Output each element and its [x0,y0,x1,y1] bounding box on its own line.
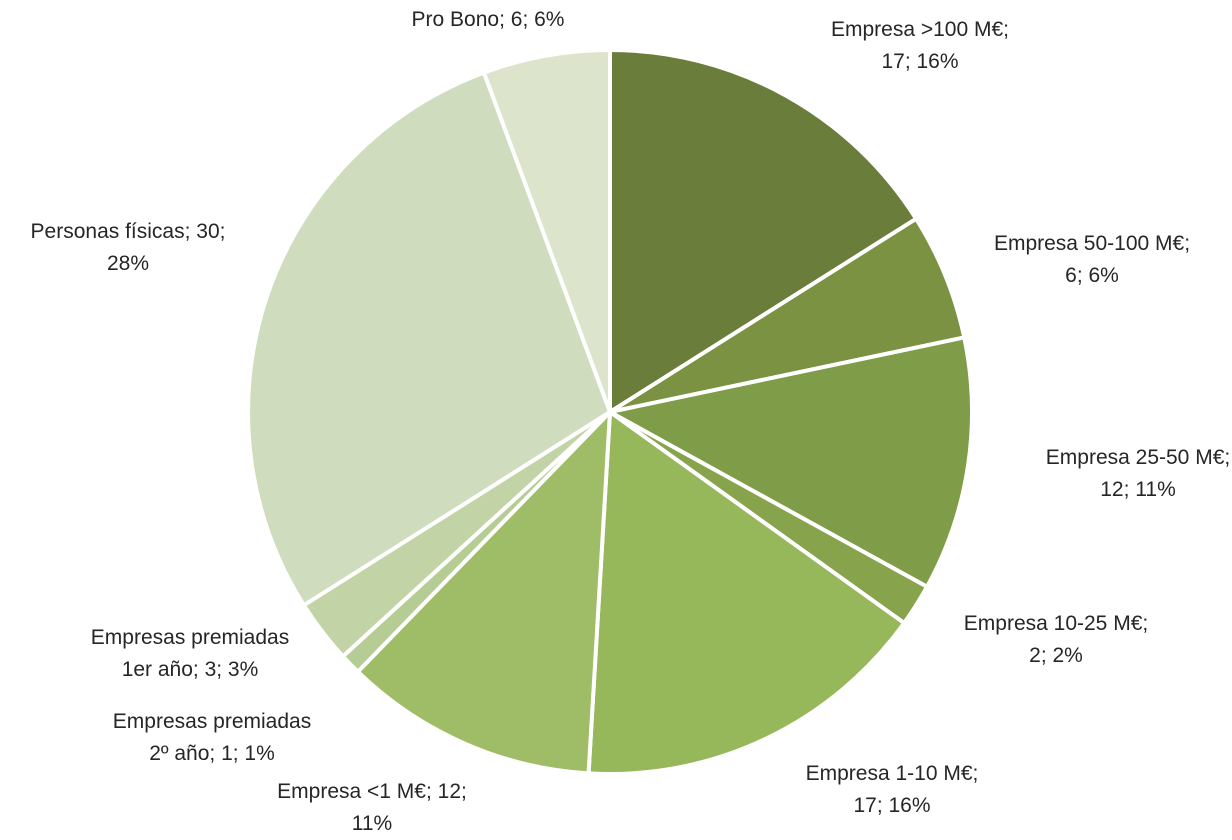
data-label-line: 11% [351,812,393,835]
data-label-2: Empresa 25-50 M€; 12; 11% [1046,442,1230,506]
data-label-line: 2; 2% [1029,644,1083,667]
pie-slice-2 [608,335,975,589]
data-label-line: Empresa >100 M€; [830,18,1010,41]
data-label-line: Empresa 50-100 M€; [993,232,1191,255]
data-label-line: 17; 16% [853,794,931,817]
pie-slices [245,48,975,776]
data-label-line: 17; 16% [881,50,959,73]
data-label-line: 12; 11% [1100,478,1176,501]
pie-slice-8 [245,70,612,608]
data-label-line: Pro Bono; 6; 6% [411,8,565,31]
data-label-line: 28% [106,252,150,275]
data-label-9: Pro Bono; 6; 6% [412,4,565,36]
data-label-3: Empresa 10-25 M€; 2; 2% [964,608,1148,672]
data-label-1: Empresa 50-100 M€; 6; 6% [994,228,1190,292]
data-label-line: 6; 6% [1065,264,1119,287]
data-label-6: Empresas premiadas 2º año; 1; 1% [113,706,311,770]
data-label-8: Personas físicas; 30; 28% [31,216,226,280]
data-label-line: Empresas premiadas [90,626,290,649]
data-label-line: Personas físicas; 30; [30,220,226,243]
data-label-line: Empresa 10-25 M€; [963,612,1149,635]
data-label-4: Empresa 1-10 M€; 17; 16% [806,758,979,822]
data-label-line: Empresas premiadas [112,710,312,733]
pie-slice-0 [608,48,919,414]
data-label-line: Empresa 25-50 M€; [1045,446,1231,469]
data-label-5: Empresa <1 M€; 12; 11% [277,776,467,840]
pie-slice-9 [481,48,612,414]
data-label-line: Empresa <1 M€; 12; [277,780,467,803]
pie-slice-1 [608,216,967,414]
data-label-line: 1er año; 3; 3% [121,658,259,681]
pie-slice-5 [355,410,612,776]
data-label-7: Empresas premiadas 1er año; 3; 3% [91,622,289,686]
data-label-line: 2º año; 1; 1% [149,742,275,765]
pie-slice-4 [586,410,907,776]
data-label-0: Empresa >100 M€; 17; 16% [831,14,1009,78]
data-label-line: Empresa 1-10 M€; [805,762,979,785]
